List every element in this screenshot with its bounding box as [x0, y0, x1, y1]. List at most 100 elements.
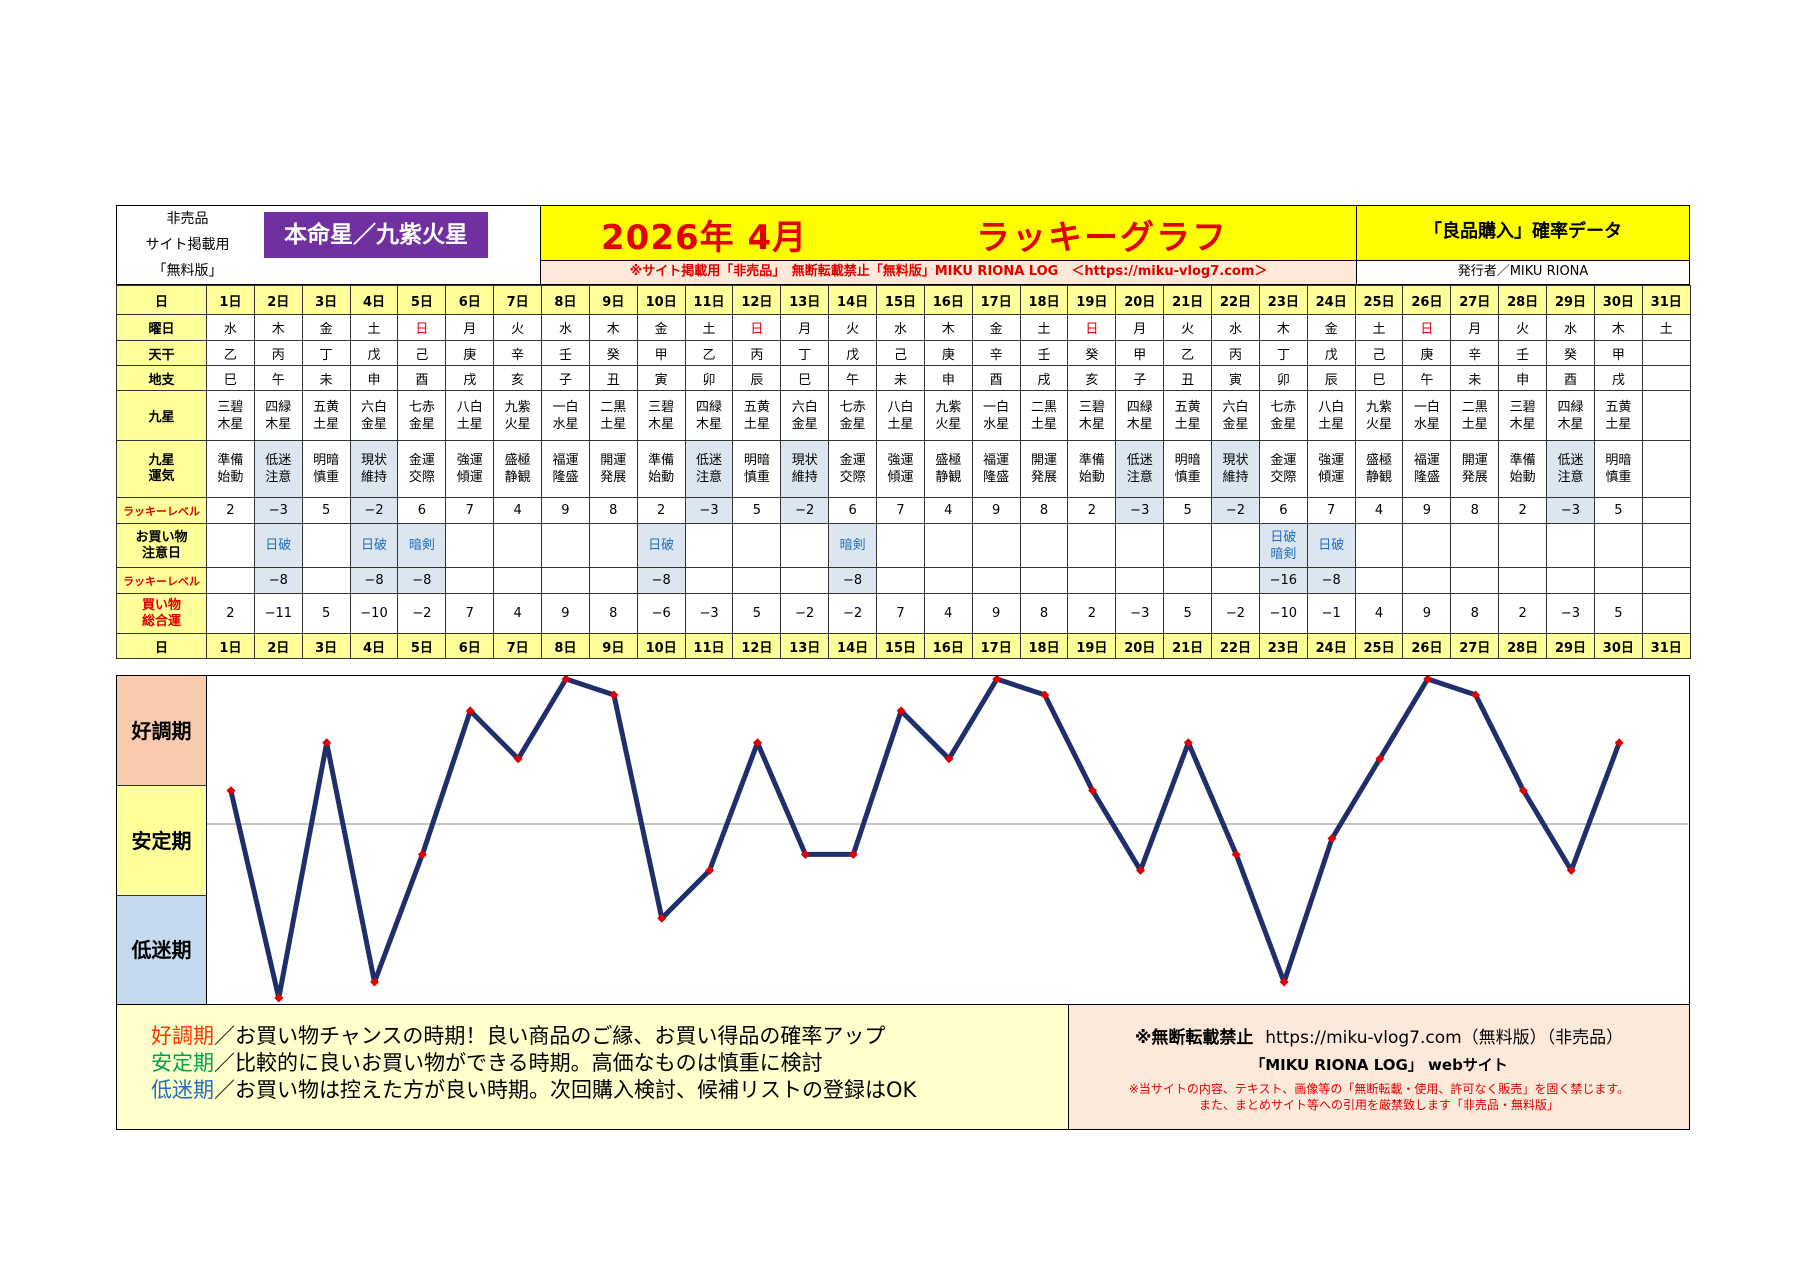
chishi-cell: 酉: [397, 365, 447, 391]
tenkan-cell: 庚: [1402, 340, 1452, 366]
chishi-cell: 午: [828, 365, 878, 391]
data-point: [465, 706, 475, 716]
day-cell: 25日: [1354, 285, 1404, 315]
caution-cell: [1593, 523, 1643, 568]
kyusei-cell: 二黒 土星: [1450, 390, 1500, 441]
kyusei-cell-line: 木星: [217, 416, 244, 432]
day-cell-bottom: 19日: [1067, 633, 1117, 659]
footer-prefix: ※無断転載禁止: [1134, 1028, 1254, 1048]
kyusei-cell-line: 火星: [504, 416, 531, 432]
kyusei-cell-line: 一白: [1413, 399, 1440, 415]
kyusei-cell: 一白 水星: [541, 390, 590, 441]
kyusei-cell: 六白 金星: [349, 390, 399, 441]
tenkan-cell: 辛: [493, 340, 543, 366]
kyusei-un-cell-line: 盛極: [504, 453, 531, 468]
kyusei-cell: 九紫 火星: [923, 390, 973, 441]
lucky-level-cell: 4: [1354, 497, 1404, 524]
legend-low-text: ／お買い物は控えた方が良い時期。次回購入検討、候補リストの登録はOK: [214, 1078, 917, 1102]
weekday-cell: 月: [1450, 314, 1500, 341]
legend-good-text: ／お買い物チャンスの時期！良い商品のご縁、お買い得品の確率アップ: [214, 1024, 886, 1048]
tenkan-cell: 壬: [1498, 340, 1548, 366]
lucky-level-cell: −2: [1211, 497, 1260, 524]
day-cell: 13日: [780, 285, 830, 315]
day-cell-bottom: 24日: [1306, 633, 1356, 659]
lucky-level2-cell: [1641, 567, 1691, 594]
legend-good-key: 好調期: [151, 1024, 214, 1048]
publisher-label: 発行者／MIKU RIONA: [1357, 261, 1690, 285]
kyusei-un-cell-line: 福運: [983, 453, 1010, 468]
day-cell: 23日: [1258, 285, 1308, 315]
lucky-level2-cell: [1354, 567, 1404, 594]
kyusei-un-cell-line: 交際: [839, 470, 866, 485]
total-cell: 8: [588, 593, 638, 634]
kyusei-cell: 七赤 金星: [1258, 390, 1308, 441]
chishi-cell: 辰: [1306, 365, 1356, 391]
row-label-lucky-level-text: ラッキーレベル: [123, 504, 200, 518]
lucky-level2-cell: [1546, 567, 1595, 594]
weekday-cell: 金: [971, 314, 1021, 341]
lucky-level2-cell: [445, 567, 495, 594]
total-cell: 8: [1019, 593, 1069, 634]
lucky-level-cell: 5: [1163, 497, 1213, 524]
tenkan-cell: 庚: [445, 340, 495, 366]
caution-cell-line: 日破: [361, 538, 388, 553]
total-cell: −1: [1306, 593, 1356, 634]
kyusei-un-cell: 開運 発展: [588, 440, 638, 498]
lucky-level-cell: 5: [301, 497, 351, 524]
data-point: [1614, 738, 1624, 748]
day-cell: 1日: [206, 285, 255, 315]
kyusei-cell: 六白 金星: [1211, 390, 1260, 441]
lucky-level2-cell: [1498, 567, 1548, 594]
day-cell: 7日: [493, 285, 543, 315]
caution-cell: [1546, 523, 1595, 568]
kyusei-un-cell-line: 強運: [887, 453, 914, 468]
day-cell: 16日: [923, 285, 973, 315]
kyusei-cell-line: 金星: [1222, 416, 1249, 432]
caution-cell: [732, 523, 782, 568]
kyusei-un-cell: 低迷 注意: [684, 440, 734, 498]
caution-cell-line: 暗剣: [408, 538, 435, 553]
day-cell: 6日: [445, 285, 495, 315]
caution-cell: [1211, 523, 1260, 568]
caution-cell-line: 日破: [1318, 538, 1345, 553]
kyusei-cell: 七赤 金星: [397, 390, 447, 441]
lucky-level2-cell: [1402, 567, 1452, 594]
kyusei-cell-line: 土星: [1174, 416, 1201, 432]
lucky-level-cell: −2: [349, 497, 399, 524]
kyusei-cell-line: 木星: [1557, 416, 1584, 432]
kyusei-cell: [1641, 390, 1691, 441]
lucky-level2-cell: −8: [253, 567, 303, 594]
kyusei-un-cell-line: 金運: [408, 453, 435, 468]
total-cell: −10: [349, 593, 399, 634]
day-cell-bottom: 8日: [541, 633, 590, 659]
row-label-lucky-level-2: ラッキーレベル: [116, 567, 207, 594]
kyusei-cell-line: 水星: [552, 416, 579, 432]
kyusei-cell-line: 金星: [408, 416, 435, 432]
weekday-cell: 土: [684, 314, 734, 341]
weekday-cell: 日: [1067, 314, 1117, 341]
data-point: [657, 913, 667, 923]
caution-cell: [1115, 523, 1165, 568]
lucky-level2-cell: [780, 567, 830, 594]
row-label-chishi-text: 地支: [148, 372, 175, 388]
tenkan-cell: 辛: [1450, 340, 1500, 366]
row-label-weekday-text: 曜日: [148, 322, 175, 337]
kyusei-un-cell-line: 傾運: [1318, 470, 1345, 485]
kyusei-un-cell-line: 交際: [1270, 470, 1297, 485]
lucky-level2-cell: [206, 567, 255, 594]
lucky-level2-cell: −8: [397, 567, 447, 594]
caution-cell: [493, 523, 543, 568]
kyusei-un-cell-line: 明暗: [313, 453, 340, 468]
kyusei-cell: 七赤 金星: [828, 390, 878, 441]
total-cell: 5: [1163, 593, 1213, 634]
kyusei-cell: 八白 土星: [1306, 390, 1356, 441]
day-cell: 27日: [1450, 285, 1500, 315]
day-cell-bottom: 20日: [1115, 633, 1165, 659]
weekday-cell: 土: [1354, 314, 1404, 341]
total-cell: 4: [493, 593, 543, 634]
total-cell: 2: [1067, 593, 1117, 634]
kyusei-un-cell: 強運 傾運: [445, 440, 495, 498]
tenkan-cell: 己: [1354, 340, 1404, 366]
chishi-cell: 巳: [1354, 365, 1404, 391]
caution-cell: [1163, 523, 1213, 568]
